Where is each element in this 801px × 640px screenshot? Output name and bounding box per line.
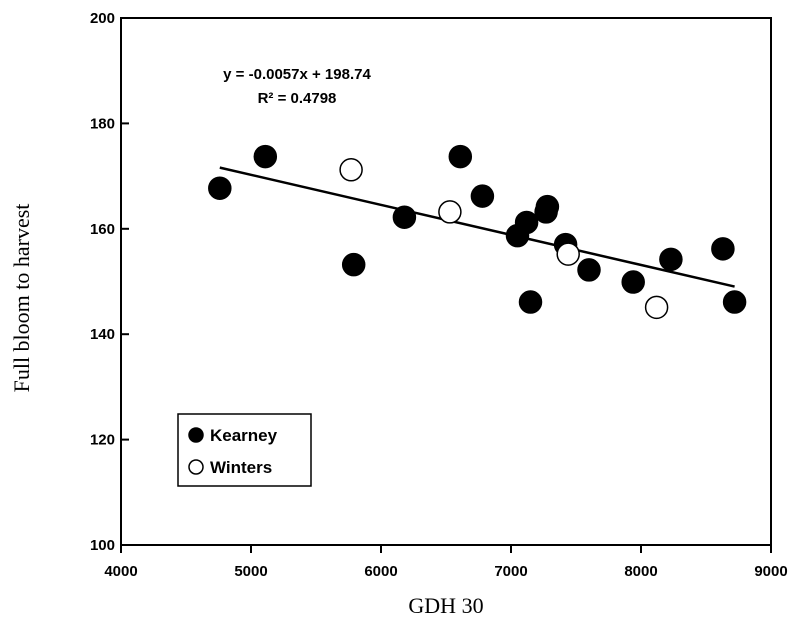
trendline-r-squared: R² = 0.4798 bbox=[258, 90, 337, 107]
point-kearney-3 bbox=[392, 205, 417, 229]
legend-label-winters: Winters bbox=[210, 458, 272, 477]
y-tick-label-3: 160 bbox=[90, 221, 115, 238]
x-tick-label-2: 6000 bbox=[364, 563, 397, 580]
point-kearney-10 bbox=[535, 194, 560, 219]
legend-marker-kearney bbox=[188, 427, 204, 443]
point-kearney-13 bbox=[621, 270, 645, 294]
y-tick-label-1: 120 bbox=[90, 432, 115, 449]
point-winters-1 bbox=[438, 200, 462, 224]
legend-box bbox=[177, 413, 312, 487]
point-winters-0 bbox=[339, 158, 363, 182]
x-tick-label-5: 9000 bbox=[754, 563, 787, 580]
point-kearney-15 bbox=[711, 237, 735, 261]
point-winters-3 bbox=[644, 295, 669, 320]
point-kearney-14 bbox=[659, 247, 683, 272]
point-kearney-7 bbox=[514, 210, 539, 235]
x-tick-label-3: 7000 bbox=[494, 563, 527, 580]
x-axis: 4000 5000 6000 7000 8000 9000 bbox=[104, 545, 788, 580]
y-tick-label-2: 140 bbox=[90, 326, 115, 343]
point-kearney-16 bbox=[722, 290, 747, 314]
point-kearney-8 bbox=[518, 290, 543, 314]
y-axis-title: Full bloom to harvest bbox=[9, 204, 34, 393]
point-winters-2 bbox=[556, 242, 580, 266]
legend-label-kearney: Kearney bbox=[210, 426, 278, 445]
data-points bbox=[208, 144, 747, 320]
legend: Kearney Winters bbox=[177, 413, 312, 487]
point-kearney-12 bbox=[577, 258, 601, 282]
y-axis: 100 120 140 160 180 200 bbox=[90, 10, 129, 554]
x-tick-label-0: 4000 bbox=[104, 563, 137, 580]
x-tick-label-1: 5000 bbox=[234, 563, 267, 580]
x-tick-label-4: 8000 bbox=[624, 563, 657, 580]
y-tick-label-5: 200 bbox=[90, 10, 115, 27]
point-kearney-0 bbox=[208, 176, 232, 200]
y-tick-label-0: 100 bbox=[90, 537, 115, 554]
point-kearney-2 bbox=[341, 252, 366, 277]
trendline bbox=[219, 166, 735, 288]
y-tick-label-4: 180 bbox=[90, 115, 115, 132]
point-kearney-5 bbox=[470, 184, 495, 208]
legend-marker-winters bbox=[188, 459, 204, 475]
x-axis-title: GDH 30 bbox=[408, 593, 483, 618]
point-kearney-1 bbox=[253, 144, 278, 169]
trendline-group bbox=[219, 166, 735, 288]
trendline-equation: y = -0.0057x + 198.74 bbox=[223, 66, 371, 83]
point-kearney-4 bbox=[448, 144, 473, 169]
